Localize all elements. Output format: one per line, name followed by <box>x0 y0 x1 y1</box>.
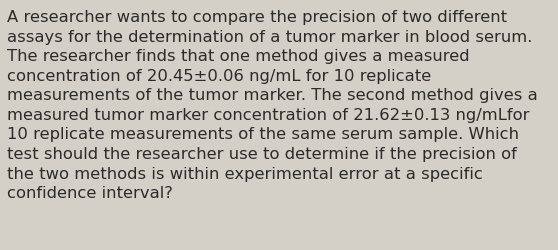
Text: A researcher wants to compare the precision of two different
assays for the dete: A researcher wants to compare the precis… <box>7 10 538 200</box>
